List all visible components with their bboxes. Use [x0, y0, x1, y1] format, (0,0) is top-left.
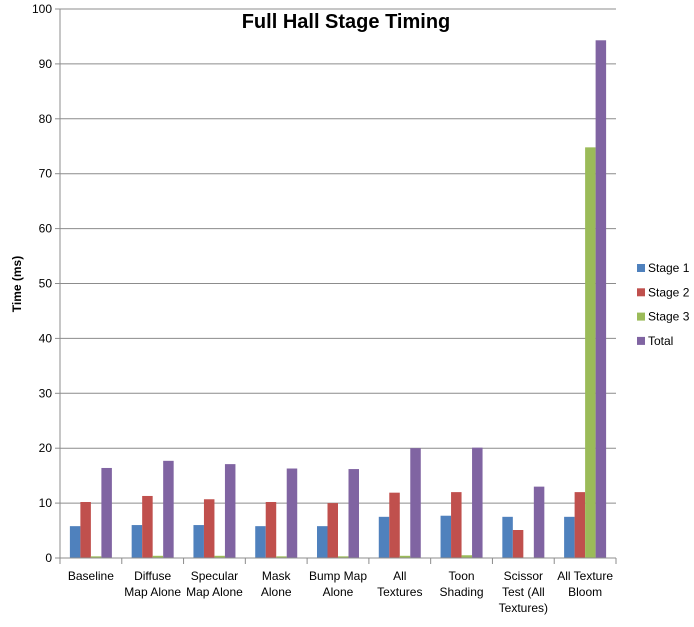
bar-stage-1	[502, 516, 513, 558]
bar-total	[163, 460, 174, 558]
legend-label: Stage 2	[648, 285, 690, 299]
bar-stage-1	[317, 526, 328, 558]
x-tick-label-line: Mask	[262, 569, 292, 583]
chart-title: Full Hall Stage Timing	[242, 11, 451, 33]
bar-stage-2	[512, 530, 524, 558]
x-tick-label-line: Bloom	[568, 585, 602, 599]
bar-total	[101, 467, 112, 558]
x-tick-label: Specular Map Alone	[186, 569, 243, 599]
x-tick-label-line: Specular	[191, 569, 238, 583]
bar-stage-1	[193, 525, 204, 558]
y-tick-label: 20	[39, 441, 53, 455]
bar-stage-3	[214, 555, 225, 558]
legend-label: Stage 3	[648, 310, 690, 324]
bar-stage-2	[389, 492, 400, 558]
bar-stage-2	[574, 492, 586, 558]
y-tick-label: 60	[39, 222, 53, 236]
x-tick-label-line: All	[393, 569, 406, 583]
bar-stage-1	[131, 525, 143, 558]
legend-item: Total	[637, 334, 673, 348]
y-tick-labels: 0 10 20 30 40 50 60 70 80 90 100	[32, 2, 52, 565]
bar-stage-1	[255, 526, 266, 558]
x-tick-label-line: Map Alone	[124, 585, 181, 599]
bar-stage-3	[585, 147, 596, 558]
legend-swatch	[637, 312, 645, 321]
x-tick-label: Toon Shading	[440, 569, 484, 599]
bar-stage-3	[90, 556, 102, 558]
x-tick-label-line: Shading	[440, 585, 484, 599]
y-tick-label: 70	[39, 167, 53, 181]
bar-total	[533, 486, 545, 558]
bar-stage-2	[80, 502, 91, 558]
bar-total	[348, 469, 359, 558]
legend-swatch	[637, 288, 645, 297]
bar-total	[595, 40, 607, 559]
legend-label: Stage 1	[648, 261, 690, 275]
bar-total	[472, 447, 483, 558]
x-tick-label: All Texture Bloom	[557, 569, 613, 599]
x-tick-label-line: Baseline	[68, 569, 114, 583]
x-tick-label: All Textures	[377, 569, 422, 599]
bar-total	[410, 448, 421, 558]
bar-stage-2	[265, 502, 277, 558]
y-tick-label: 90	[39, 57, 53, 71]
y-tick-label: 30	[39, 386, 53, 400]
x-tick-label-line: Bump Map	[309, 569, 367, 583]
bar-total	[286, 468, 298, 558]
x-tick-label-line: Textures)	[499, 601, 548, 615]
y-tick-label: 100	[32, 2, 52, 16]
x-tick-labels: Baseline Diffuse Map Alone Specular Map Alon…	[68, 569, 613, 615]
x-tick-label: Baseline	[68, 569, 114, 583]
bar-stage-3	[276, 556, 287, 558]
legend-item: Stage 1	[637, 261, 690, 275]
x-tick-label-line: Toon	[449, 569, 475, 583]
x-tick-label-line: Map Alone	[186, 585, 243, 599]
bars	[69, 40, 607, 559]
y-tick-label: 50	[39, 277, 53, 291]
bar-stage-1	[440, 515, 452, 558]
gridlines	[60, 8, 616, 504]
bar-stage-2	[327, 503, 338, 558]
legend-swatch	[637, 264, 645, 272]
y-tick-label: 0	[45, 551, 52, 565]
axes	[55, 8, 617, 564]
x-tick-label-line: Test (All	[502, 585, 545, 599]
y-tick-label: 80	[39, 112, 53, 126]
legend-swatch	[637, 336, 645, 345]
bar-stage-2	[451, 492, 462, 558]
x-tick-label: Bump Map Alone	[309, 569, 367, 599]
bar-stage-2	[142, 495, 153, 558]
x-tick-label-line: All Texture	[557, 569, 613, 583]
x-tick-label: Scissor Test (All Textures)	[499, 569, 548, 615]
legend: Stage 1 Stage 2 Stage 3 Total	[637, 261, 690, 348]
legend-item: Stage 2	[637, 285, 690, 299]
bar-stage-1	[564, 516, 575, 558]
bar-stage-3	[152, 555, 164, 558]
bar-stage-3	[399, 555, 411, 558]
x-tick-label: Mask Alone	[261, 569, 292, 599]
y-tick-label: 40	[39, 331, 53, 345]
bar-stage-2	[203, 499, 215, 558]
x-tick-label-line: Scissor	[504, 569, 543, 583]
x-tick-label-line: Diffuse	[134, 569, 171, 583]
bar-stage-3	[338, 556, 349, 558]
x-tick-label-line: Alone	[261, 585, 292, 599]
legend-item: Stage 3	[637, 310, 690, 324]
bar-stage-1	[69, 526, 81, 558]
y-axis-label: Time (ms)	[10, 256, 24, 312]
bar-stage-1	[378, 516, 390, 558]
legend-label: Total	[648, 334, 673, 348]
bar-stage-3	[461, 555, 473, 558]
x-tick-label-line: Textures	[377, 585, 422, 599]
bar-total	[224, 464, 236, 558]
x-tick-label: Diffuse Map Alone	[124, 569, 181, 599]
y-tick-label: 10	[39, 496, 53, 510]
x-tick-label-line: Alone	[323, 585, 354, 599]
